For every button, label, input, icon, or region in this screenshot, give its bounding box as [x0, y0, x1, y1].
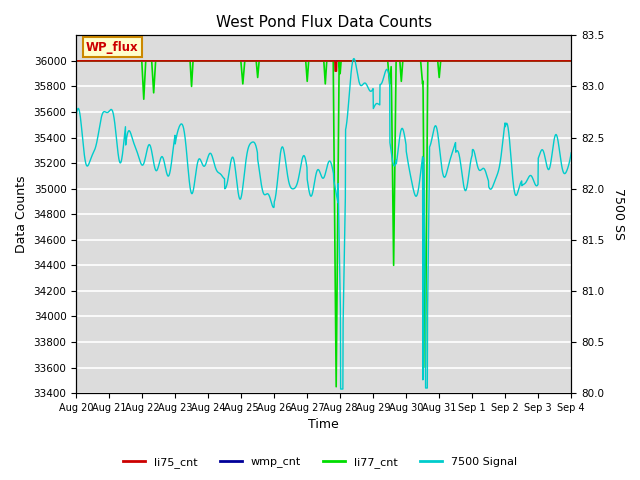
X-axis label: Time: Time: [308, 419, 339, 432]
Y-axis label: 7500 SS: 7500 SS: [612, 188, 625, 240]
Title: West Pond Flux Data Counts: West Pond Flux Data Counts: [216, 15, 432, 30]
Text: WP_flux: WP_flux: [86, 41, 139, 54]
Legend: li75_cnt, wmp_cnt, li77_cnt, 7500 Signal: li75_cnt, wmp_cnt, li77_cnt, 7500 Signal: [118, 452, 522, 472]
Y-axis label: Data Counts: Data Counts: [15, 176, 28, 253]
